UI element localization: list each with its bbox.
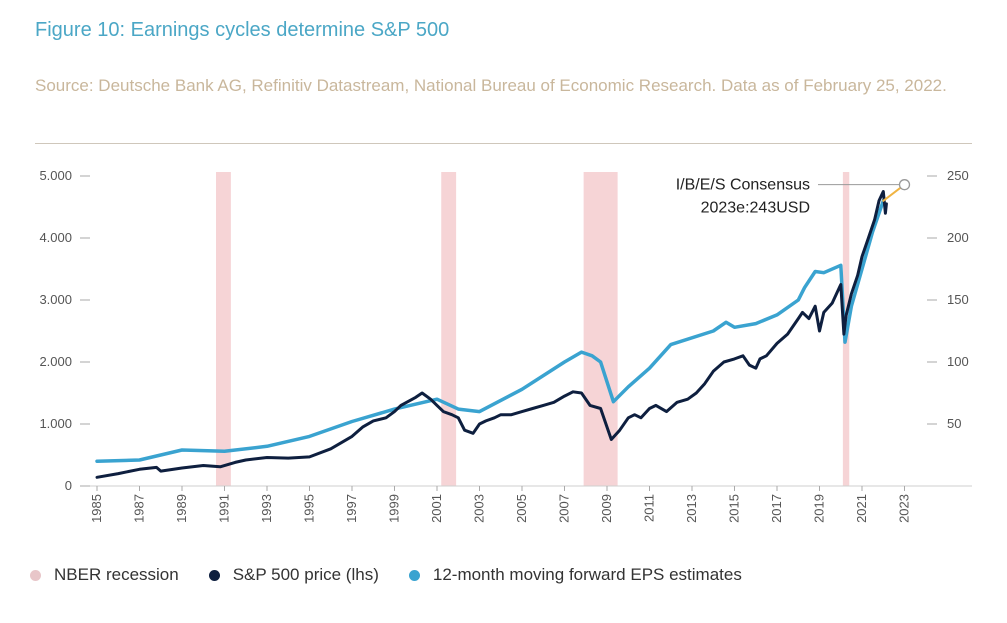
legend-label-eps: 12-month moving forward EPS estimates [432,565,742,584]
legend-swatch-eps [408,569,420,581]
series-line-eps [95,199,886,463]
recession-band-1 [441,172,457,486]
left-tick-label-2: 2.000 [39,354,72,369]
x-tick-label-9: 2003 [472,494,487,523]
left-tick-label-1: 1.000 [39,416,72,431]
x-tick-label-7: 1999 [387,494,402,523]
legend-item-sp500: S&P 500 price (lhs) [208,565,379,585]
recession-band-0 [216,172,231,486]
right-tick-label-0: 50 [947,416,961,431]
legend-swatch-sp500 [208,569,220,581]
left-tick-label-3: 3.000 [39,292,72,307]
left-tick-label-5: 5.000 [39,168,72,183]
x-tick-label-12: 2009 [599,494,614,523]
x-tick-label-1: 1987 [132,494,147,523]
annotation-marker [898,179,911,191]
x-tick-label-13: 2011 [642,494,657,522]
right-tick-label-1: 100 [947,354,969,369]
x-tick-label-18: 2021 [854,494,869,523]
x-tick-label-4: 1993 [259,494,274,523]
chart-title: Figure 10: Earnings cycles determine S&P… [35,19,450,41]
x-tick-label-14: 2013 [684,494,699,523]
x-tick-label-8: 2001 [429,494,444,523]
left-tick-label-0: 0 [65,478,72,493]
series-line-sp500 [95,190,888,479]
annotation-label-line1: I/B/E/S Consensus [676,177,810,194]
legend-label-recession: NBER recession [54,565,179,584]
x-tick-label-3: 1991 [217,494,232,523]
chart-axes: 0 1.000 2.000 3.000 4.000 5.000 50 100 150 200 250… [39,168,972,523]
x-tick-label-11: 2007 [557,494,572,523]
right-tick-label-4: 250 [947,168,969,183]
x-tick-label-6: 1997 [344,494,359,523]
x-tick-label-0: 1985 [89,494,104,523]
x-tick-label-15: 2015 [727,494,742,523]
recession-bands [216,172,850,486]
right-tick-label-3: 200 [947,230,969,245]
legend-item-eps: 12-month moving forward EPS estimates [408,565,742,585]
left-tick-label-4: 4.000 [39,230,72,245]
x-tick-label-5: 1995 [302,494,317,523]
x-tick-label-16: 2017 [769,494,784,523]
chart-source-note: Source: Deutsche Bank AG, Refinitiv Data… [35,76,947,95]
chart-legend: NBER recession S&P 500 price (lhs) 12-mo… [30,565,772,585]
annotation-label-line2: 2023e:243USD [701,200,810,217]
x-tick-label-2: 1989 [174,494,189,523]
x-tick-label-17: 2019 [812,494,827,523]
legend-swatch-recession [30,569,41,581]
legend-item-recession: NBER recession [30,565,179,585]
consensus-annotation: I/B/E/S Consensus 2023e:243USD [676,177,911,217]
right-tick-label-2: 150 [947,292,969,307]
header-divider [35,143,972,144]
legend-label-sp500: S&P 500 price (lhs) [232,565,379,584]
x-tick-label-19: 2023 [897,494,912,523]
x-tick-label-10: 2005 [514,494,529,523]
recession-band-2 [583,172,618,486]
